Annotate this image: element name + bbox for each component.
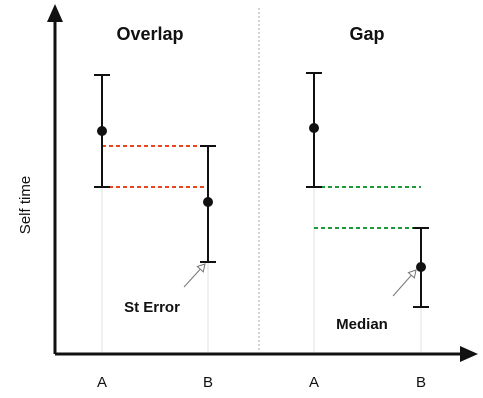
panel-title-gap: Gap	[349, 24, 384, 44]
overlap-reference-lines	[102, 145, 208, 188]
median-point-gap-a	[309, 123, 319, 133]
x-axis-arrow-icon	[460, 346, 478, 362]
panel-title-overlap: Overlap	[116, 24, 183, 44]
st-error-label: St Error	[124, 299, 180, 316]
y-axis-label: Self time	[17, 176, 34, 234]
median-point-overlap-a	[97, 126, 107, 136]
tick-label-gap-b: B	[416, 374, 426, 391]
median-point-gap-b	[416, 262, 426, 272]
tick-label-overlap-a: A	[97, 374, 107, 391]
median-arrow-icon	[392, 269, 417, 297]
tick-label-overlap-b: B	[203, 374, 213, 391]
median-label: Median	[336, 316, 388, 333]
axes	[47, 4, 478, 362]
median-point-overlap-b	[203, 197, 213, 207]
st-error-arrow-icon	[183, 263, 206, 288]
tick-label-gap-a: A	[309, 374, 319, 391]
guide-lines	[101, 187, 422, 354]
gap-reference-lines	[314, 186, 421, 229]
y-axis-arrow-icon	[47, 4, 63, 22]
